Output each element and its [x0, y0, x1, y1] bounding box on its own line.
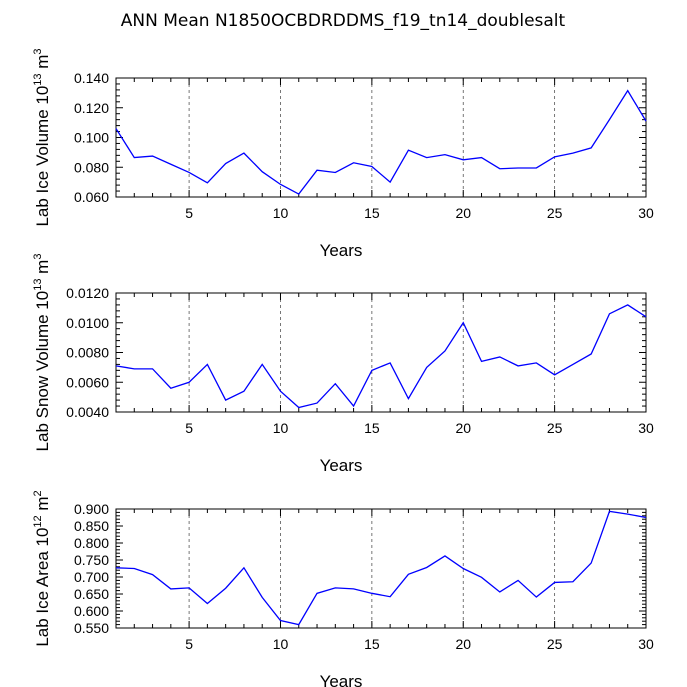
- x-tick-label: 20: [455, 420, 471, 436]
- y-tick-label: 0.0040: [66, 404, 109, 420]
- y-tick-label: 0.750: [74, 552, 109, 568]
- x-tick-label: 20: [455, 205, 471, 221]
- x-tick-label: 15: [364, 636, 380, 652]
- x-tick-label: 10: [273, 205, 289, 221]
- x-tick-label: 10: [273, 420, 289, 436]
- y-axis-label: Lab Ice Area 1012 m2: [32, 490, 52, 646]
- y-tick-label: 0.140: [74, 70, 109, 86]
- x-tick-label: 25: [547, 420, 563, 436]
- y-tick-label: 0.600: [74, 603, 109, 619]
- x-tick-label: 5: [185, 636, 193, 652]
- y-tick-label: 0.800: [74, 535, 109, 551]
- y-tick-label: 0.900: [74, 501, 109, 517]
- y-tick-label: 0.120: [74, 100, 109, 116]
- panel-2: 0.0040 0.0060 0.0080 0.0100 0.0120 5 10 15 20 25 3…: [32, 254, 654, 475]
- y-tick-label: 0.0100: [66, 315, 109, 331]
- x-tick-label: 30: [638, 420, 654, 436]
- series-line: [115, 89, 647, 195]
- x-tick-label: 30: [638, 205, 654, 221]
- x-tick-label: 30: [638, 636, 654, 652]
- y-tick-label: 0.060: [74, 189, 109, 205]
- y-tick-label: 0.650: [74, 586, 109, 602]
- x-tick-label: 15: [364, 420, 380, 436]
- y-tick-label: 0.080: [74, 159, 109, 175]
- x-axis-label: Years: [320, 241, 363, 260]
- y-tick-label: 0.850: [74, 518, 109, 534]
- x-tick-label: 20: [455, 636, 471, 652]
- panel-1: 0.060 0.080 0.100 0.120 0.140 5 10 15 20 25 30 Year…: [32, 48, 654, 260]
- y-tick-label: 0.0080: [66, 345, 109, 361]
- x-tick-label: 5: [185, 205, 193, 221]
- x-tick-label: 10: [273, 636, 289, 652]
- x-tick-label: 25: [547, 205, 563, 221]
- figure-title: ANN Mean N1850OCBDRDDMS_f19_tn14_doubles…: [121, 11, 566, 31]
- series-line: [115, 510, 647, 626]
- y-tick-label: 0.0060: [66, 374, 109, 390]
- y-tick-label: 0.100: [74, 130, 109, 146]
- y-tick-label: 0.550: [74, 620, 109, 636]
- x-tick-label: 5: [185, 420, 193, 436]
- plot-frame: [115, 77, 647, 198]
- x-axis-label: Years: [320, 456, 363, 475]
- panel-3: 0.5500.6000.6500.7000.7500.8000.8500.900…: [32, 490, 654, 687]
- y-axis-label: Lab Ice Volume 1013 m3: [32, 48, 52, 226]
- x-tick-label: 15: [364, 205, 380, 221]
- x-tick-label: 25: [547, 636, 563, 652]
- y-tick-label: 0.0120: [66, 285, 109, 301]
- plot-frame: [115, 508, 647, 629]
- y-tick-label: 0.700: [74, 569, 109, 585]
- plot-frame: [115, 292, 647, 413]
- x-axis-label: Years: [320, 672, 363, 687]
- series-line: [115, 304, 647, 409]
- y-axis-label: Lab Snow Volume 1013 m3: [32, 254, 52, 452]
